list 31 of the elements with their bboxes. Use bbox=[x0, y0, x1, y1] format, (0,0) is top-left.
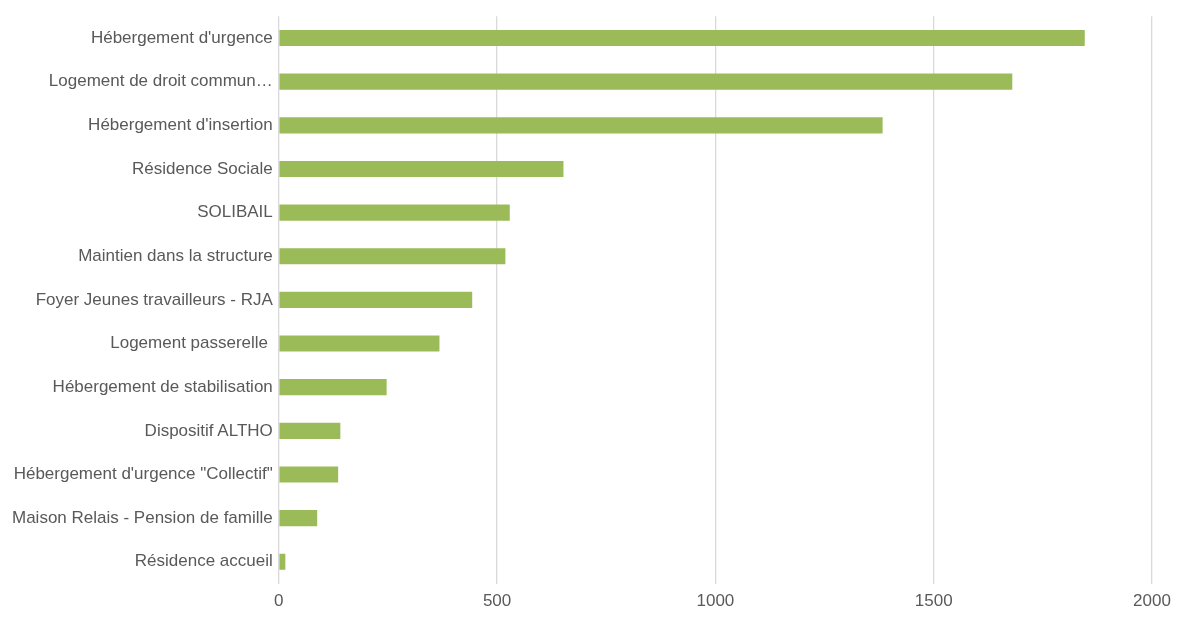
y-tick-label: Hébergement de stabilisation bbox=[52, 376, 273, 396]
y-tick-label: Logement de droit commun… bbox=[48, 71, 273, 91]
y-tick-label: Logement passerelle bbox=[110, 333, 273, 353]
y-tick-label: Résidence Sociale bbox=[131, 158, 273, 178]
bar bbox=[279, 204, 510, 221]
y-tick-label: Maintien dans la structure bbox=[78, 245, 273, 265]
bar bbox=[279, 291, 473, 308]
bar bbox=[279, 248, 506, 265]
bar bbox=[279, 379, 387, 396]
bar bbox=[279, 510, 318, 527]
y-tick-label: Dispositif ALTHO bbox=[144, 420, 273, 440]
bar bbox=[279, 29, 1085, 47]
x-tick-label: 1000 bbox=[696, 591, 735, 611]
bar bbox=[279, 553, 286, 570]
bar bbox=[279, 335, 440, 352]
y-tick-label: Hébergement d'urgence "Collectif" bbox=[13, 464, 273, 484]
x-tick-label: 1500 bbox=[914, 591, 953, 611]
y-tick-label: Foyer Jeunes travailleurs - RJA bbox=[35, 289, 274, 309]
bar bbox=[279, 422, 341, 439]
bar bbox=[279, 466, 339, 483]
x-tick-label: 2000 bbox=[1133, 591, 1171, 611]
y-tick-label: Résidence accueil bbox=[134, 551, 273, 571]
y-tick-label: Hébergement d'insertion bbox=[88, 115, 273, 134]
x-tick-label: 0 bbox=[274, 591, 284, 611]
y-tick-label: Hébergement d'urgence bbox=[90, 27, 273, 47]
bar bbox=[279, 160, 564, 178]
x-tick-label: 500 bbox=[482, 591, 512, 611]
y-tick-label: SOLIBAIL bbox=[197, 202, 273, 222]
y-tick-label: Maison Relais - Pension de famille bbox=[11, 507, 273, 527]
bar bbox=[279, 73, 1013, 90]
bar bbox=[279, 117, 883, 134]
